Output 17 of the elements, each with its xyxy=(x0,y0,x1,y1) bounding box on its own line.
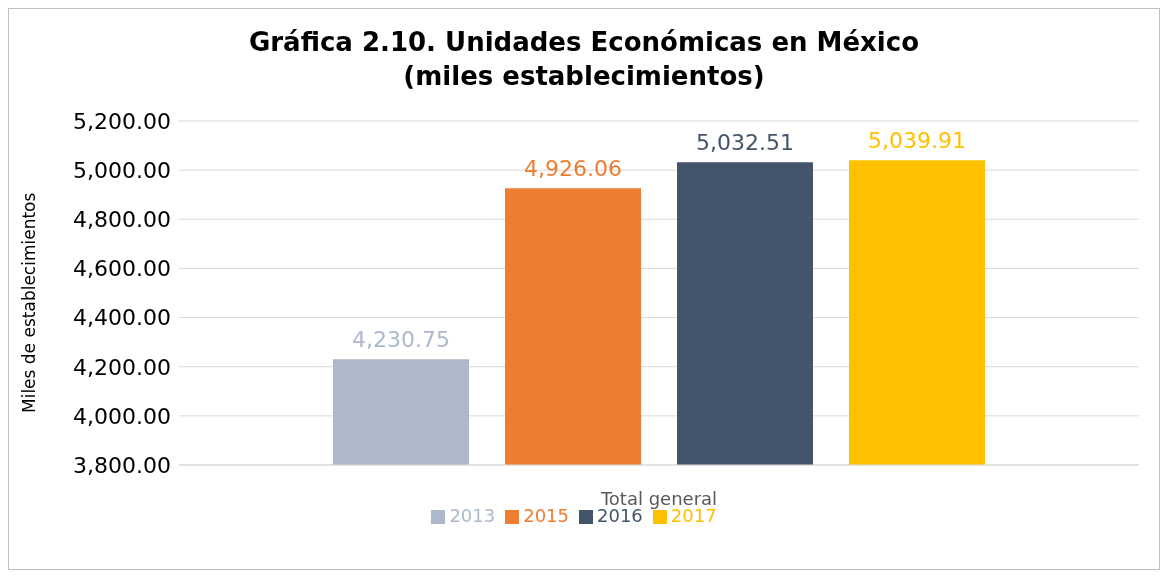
y-tick-label: 4,400.00 xyxy=(73,305,171,331)
y-tick-label: 4,800.00 xyxy=(73,207,171,233)
chart-title: Gráfica 2.10. Unidades Económicas en México xyxy=(247,27,921,57)
y-tick-label: 5,000.00 xyxy=(73,157,171,183)
y-tick-label: 4,000.00 xyxy=(73,403,171,429)
data-label: 4,230.75 xyxy=(352,327,450,353)
data-label: 4,926.06 xyxy=(524,156,622,182)
data-label: 5,039.91 xyxy=(868,128,966,154)
y-tick-label: 4,600.00 xyxy=(73,256,171,282)
chart-subtitle: (miles establecimientos) xyxy=(402,61,766,91)
y-axis-title: Miles de establecimientos xyxy=(19,192,40,413)
y-tick-label: 4,200.00 xyxy=(73,354,171,380)
y-tick-label: 3,800.00 xyxy=(73,452,171,478)
legend-label: 2015 xyxy=(523,505,569,526)
legend-label: 2013 xyxy=(449,505,496,526)
data-label: 5,032.51 xyxy=(696,130,794,156)
y-tick-label: 5,200.00 xyxy=(73,108,171,134)
